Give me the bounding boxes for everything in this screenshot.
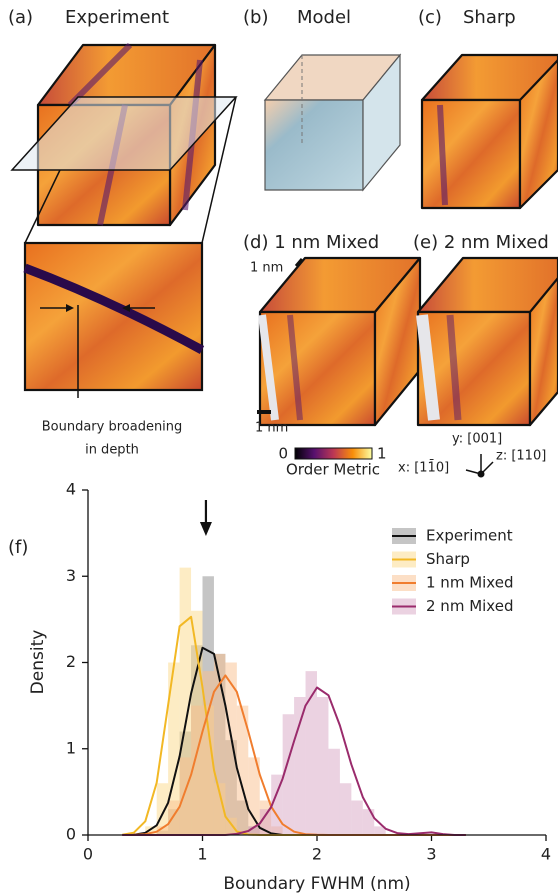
x-tick-label: 1 bbox=[197, 845, 207, 864]
caption: in depth bbox=[85, 443, 139, 458]
y-axis-label: Density bbox=[28, 630, 48, 695]
panel-title: Sharp bbox=[463, 7, 516, 28]
panel-title: Experiment bbox=[65, 7, 169, 28]
legend-label: Sharp bbox=[426, 550, 470, 568]
histogram-bar bbox=[294, 697, 305, 835]
cube-sharp bbox=[422, 55, 558, 208]
y-tick-label: 3 bbox=[66, 566, 76, 585]
scale-label: 1 nm bbox=[250, 261, 283, 276]
axis-label: z: [110] bbox=[496, 449, 546, 464]
y-tick-label: 2 bbox=[66, 652, 76, 671]
inset-image bbox=[25, 243, 202, 390]
x-tick-label: 4 bbox=[541, 845, 551, 864]
colorbar-gradient bbox=[295, 448, 372, 459]
y-tick-label: 0 bbox=[66, 825, 76, 844]
x-tick-label: 2 bbox=[312, 845, 322, 864]
panel-label: (b) bbox=[243, 7, 268, 28]
histogram-bar bbox=[168, 801, 179, 836]
orientation: y: [001] z: [110] x: [11̄0] bbox=[398, 432, 546, 478]
panel-title: (d) 1 nm Mixed bbox=[243, 232, 379, 253]
legend-label: 1 nm Mixed bbox=[426, 574, 513, 592]
colorbar: 0 1 Order Metric bbox=[278, 445, 386, 479]
cube-1nm: 1 nm 1 nm bbox=[250, 258, 420, 436]
panel-label: (a) bbox=[8, 7, 33, 28]
histogram-bar bbox=[317, 697, 328, 835]
figure: (a) Experiment (b) Model (c) Sharp (d) 1… bbox=[0, 0, 558, 896]
legend-label: Experiment bbox=[426, 527, 513, 545]
panel-title: (e) 2 nm Mixed bbox=[413, 232, 549, 253]
x-tick-label: 3 bbox=[426, 845, 436, 864]
histogram-bar bbox=[180, 757, 191, 835]
caption: Boundary broadening bbox=[42, 420, 183, 435]
panel-title: Model bbox=[297, 7, 351, 28]
histogram-bar bbox=[328, 749, 339, 835]
colorbar-label: Order Metric bbox=[286, 461, 380, 479]
cube-front bbox=[422, 100, 520, 208]
cube-experiment bbox=[12, 45, 236, 243]
legend-label: 2 nm Mixed bbox=[426, 597, 513, 615]
cube-2nm bbox=[418, 258, 558, 425]
cube-model bbox=[265, 55, 400, 190]
scale-label: 1 nm bbox=[255, 421, 288, 436]
panel-label: (f) bbox=[8, 537, 28, 558]
y-tick-label: 1 bbox=[66, 738, 76, 757]
inset: Boundary broadening in depth bbox=[25, 243, 202, 458]
histogram-chart: Density Boundary FWHM (nm) 0 1 2 3 4 0 1 2 3 4 Exp… bbox=[28, 480, 551, 895]
histogram-bar bbox=[351, 801, 362, 836]
axis-label: y: [001] bbox=[452, 432, 502, 447]
x-axis-label: Boundary FWHM (nm) bbox=[223, 874, 410, 894]
axis-label: x: [11̄0] bbox=[398, 460, 449, 475]
histogram-bar bbox=[340, 783, 351, 835]
y-tick-label: 4 bbox=[66, 480, 76, 499]
panel-label: (c) bbox=[418, 7, 442, 28]
annotation-arrowhead bbox=[200, 522, 212, 536]
cube-front bbox=[265, 100, 363, 190]
x-tick-label: 0 bbox=[83, 845, 93, 864]
